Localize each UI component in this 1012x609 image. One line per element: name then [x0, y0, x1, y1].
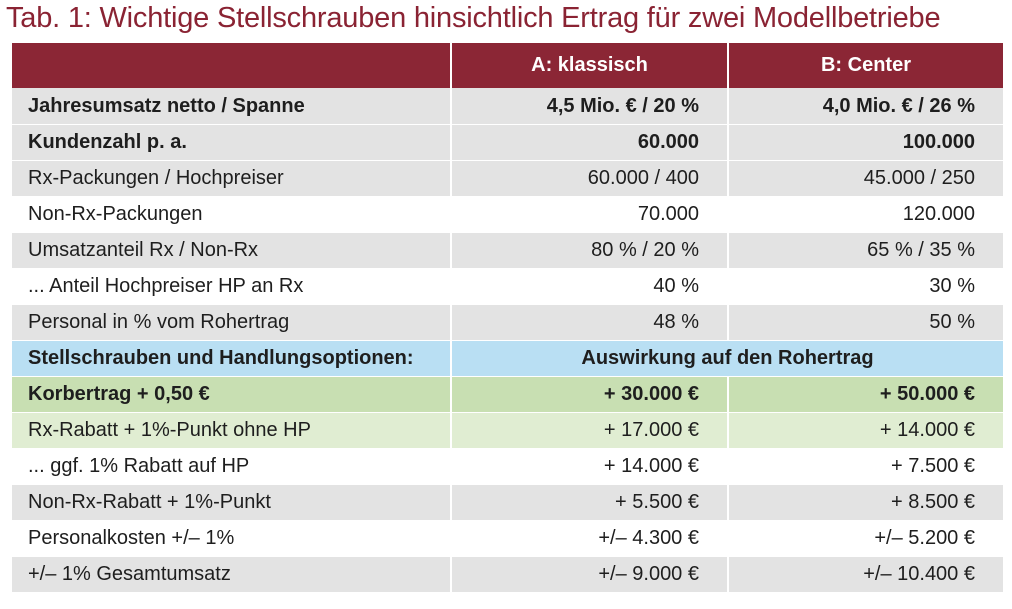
value-b: 45.000 / 250 [727, 160, 1003, 196]
value-a: 40 % [450, 268, 727, 304]
header-col-a: A: klassisch [450, 43, 727, 88]
header-blank-cell [12, 43, 450, 88]
value-b: +/– 10.400 € [727, 556, 1003, 592]
value-a: 70.000 [450, 196, 727, 232]
value-b: 4,0 Mio. € / 26 % [727, 88, 1003, 124]
row-revenue-share: Umsatzanteil Rx / Non-Rx 80 % / 20 % 65 … [12, 232, 1003, 268]
row-label: Kundenzahl p. a. [12, 124, 450, 160]
row-label: Personalkosten +/– 1% [12, 520, 450, 556]
row-label: Rx-Rabatt + 1%-Punkt ohne HP [12, 412, 450, 448]
row-customers: Kundenzahl p. a. 60.000 100.000 [12, 124, 1003, 160]
row-basket-yield: Korbertrag + 0,50 € + 30.000 € + 50.000 … [12, 376, 1003, 412]
row-hp-share: ... Anteil Hochpreiser HP an Rx 40 % 30 … [12, 268, 1003, 304]
value-a: +/– 9.000 € [450, 556, 727, 592]
row-personnel: Personal in % vom Rohertrag 48 % 50 % [12, 304, 1003, 340]
value-b: + 7.500 € [727, 448, 1003, 484]
value-a: 60.000 / 400 [450, 160, 727, 196]
section-label: Stellschrauben und Handlungsoptionen: [12, 340, 450, 376]
value-b: 50 % [727, 304, 1003, 340]
value-a: + 14.000 € [450, 448, 727, 484]
row-label: ... ggf. 1% Rabatt auf HP [12, 448, 450, 484]
value-a: 60.000 [450, 124, 727, 160]
value-b: + 8.500 € [727, 484, 1003, 520]
value-a: + 30.000 € [450, 376, 727, 412]
row-hp-discount: ... ggf. 1% Rabatt auf HP + 14.000 € + 7… [12, 448, 1003, 484]
table-title: Tab. 1: Wichtige Stellschrauben hinsicht… [6, 2, 941, 34]
value-b: 100.000 [727, 124, 1003, 160]
row-rx-discount: Rx-Rabatt + 1%-Punkt ohne HP + 17.000 € … [12, 412, 1003, 448]
row-label: Personal in % vom Rohertrag [12, 304, 450, 340]
value-b: 120.000 [727, 196, 1003, 232]
section-header-row: Stellschrauben und Handlungsoptionen: Au… [12, 340, 1003, 376]
row-revenue: Jahresumsatz netto / Spanne 4,5 Mio. € /… [12, 88, 1003, 124]
row-label: Non-Rx-Rabatt + 1%-Punkt [12, 484, 450, 520]
value-a: 48 % [450, 304, 727, 340]
value-b: 30 % [727, 268, 1003, 304]
section-impact: Auswirkung auf den Rohertrag [450, 340, 1003, 376]
value-b: +/– 5.200 € [727, 520, 1003, 556]
value-b: + 50.000 € [727, 376, 1003, 412]
row-label: Non-Rx-Packungen [12, 196, 450, 232]
value-a: + 5.500 € [450, 484, 727, 520]
row-label: Umsatzanteil Rx / Non-Rx [12, 232, 450, 268]
value-a: 80 % / 20 % [450, 232, 727, 268]
value-a: + 17.000 € [450, 412, 727, 448]
row-label: +/– 1% Gesamtumsatz [12, 556, 450, 592]
row-label: Korbertrag + 0,50 € [12, 376, 450, 412]
row-nonrx-packs: Non-Rx-Packungen 70.000 120.000 [12, 196, 1003, 232]
row-total-revenue: +/– 1% Gesamtumsatz +/– 9.000 € +/– 10.4… [12, 556, 1003, 592]
row-nonrx-discount: Non-Rx-Rabatt + 1%-Punkt + 5.500 € + 8.5… [12, 484, 1003, 520]
profit-levers-table: A: klassisch B: Center Jahresumsatz nett… [12, 43, 1003, 592]
table-header-row: A: klassisch B: Center [12, 43, 1003, 88]
row-label: Jahresumsatz netto / Spanne [12, 88, 450, 124]
row-label: Rx-Packungen / Hochpreiser [12, 160, 450, 196]
value-b: 65 % / 35 % [727, 232, 1003, 268]
value-a: +/– 4.300 € [450, 520, 727, 556]
row-rx-packs: Rx-Packungen / Hochpreiser 60.000 / 400 … [12, 160, 1003, 196]
row-personnel-costs: Personalkosten +/– 1% +/– 4.300 € +/– 5.… [12, 520, 1003, 556]
header-col-b: B: Center [727, 43, 1003, 88]
value-b: + 14.000 € [727, 412, 1003, 448]
value-a: 4,5 Mio. € / 20 % [450, 88, 727, 124]
row-label: ... Anteil Hochpreiser HP an Rx [12, 268, 450, 304]
